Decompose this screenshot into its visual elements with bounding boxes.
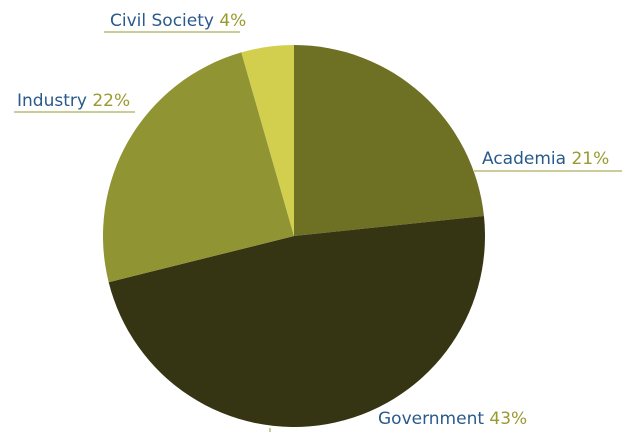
- slice-label-civil-society: Civil Society 4%: [110, 11, 246, 31]
- slice-label-value: 22%: [92, 91, 130, 111]
- slices-layer: [102, 45, 485, 428]
- slice-label-industry: Industry 22%: [17, 91, 130, 111]
- pie-slice-civil-society: [241, 45, 294, 236]
- leader-lines-layer: [14, 31, 622, 432]
- slice-label-name: Civil Society: [110, 11, 219, 31]
- slice-label-value: 21%: [571, 149, 609, 169]
- slice-label-name: Industry: [17, 91, 92, 111]
- labels-layer: Academia 21% Government 43% Industry 22% Ci…: [17, 11, 609, 429]
- slice-label-name: Government: [378, 409, 489, 429]
- pie-slice-industry: [102, 52, 295, 283]
- slice-label-value: 4%: [219, 11, 246, 31]
- pie-slice-academia: [294, 45, 484, 236]
- slice-label-academia: Academia 21%: [482, 149, 609, 169]
- slice-label-name: Academia: [482, 149, 571, 169]
- pie-slice-government: [108, 216, 485, 428]
- slice-label-value: 43%: [489, 409, 527, 429]
- slice-label-government: Government 43%: [378, 409, 527, 429]
